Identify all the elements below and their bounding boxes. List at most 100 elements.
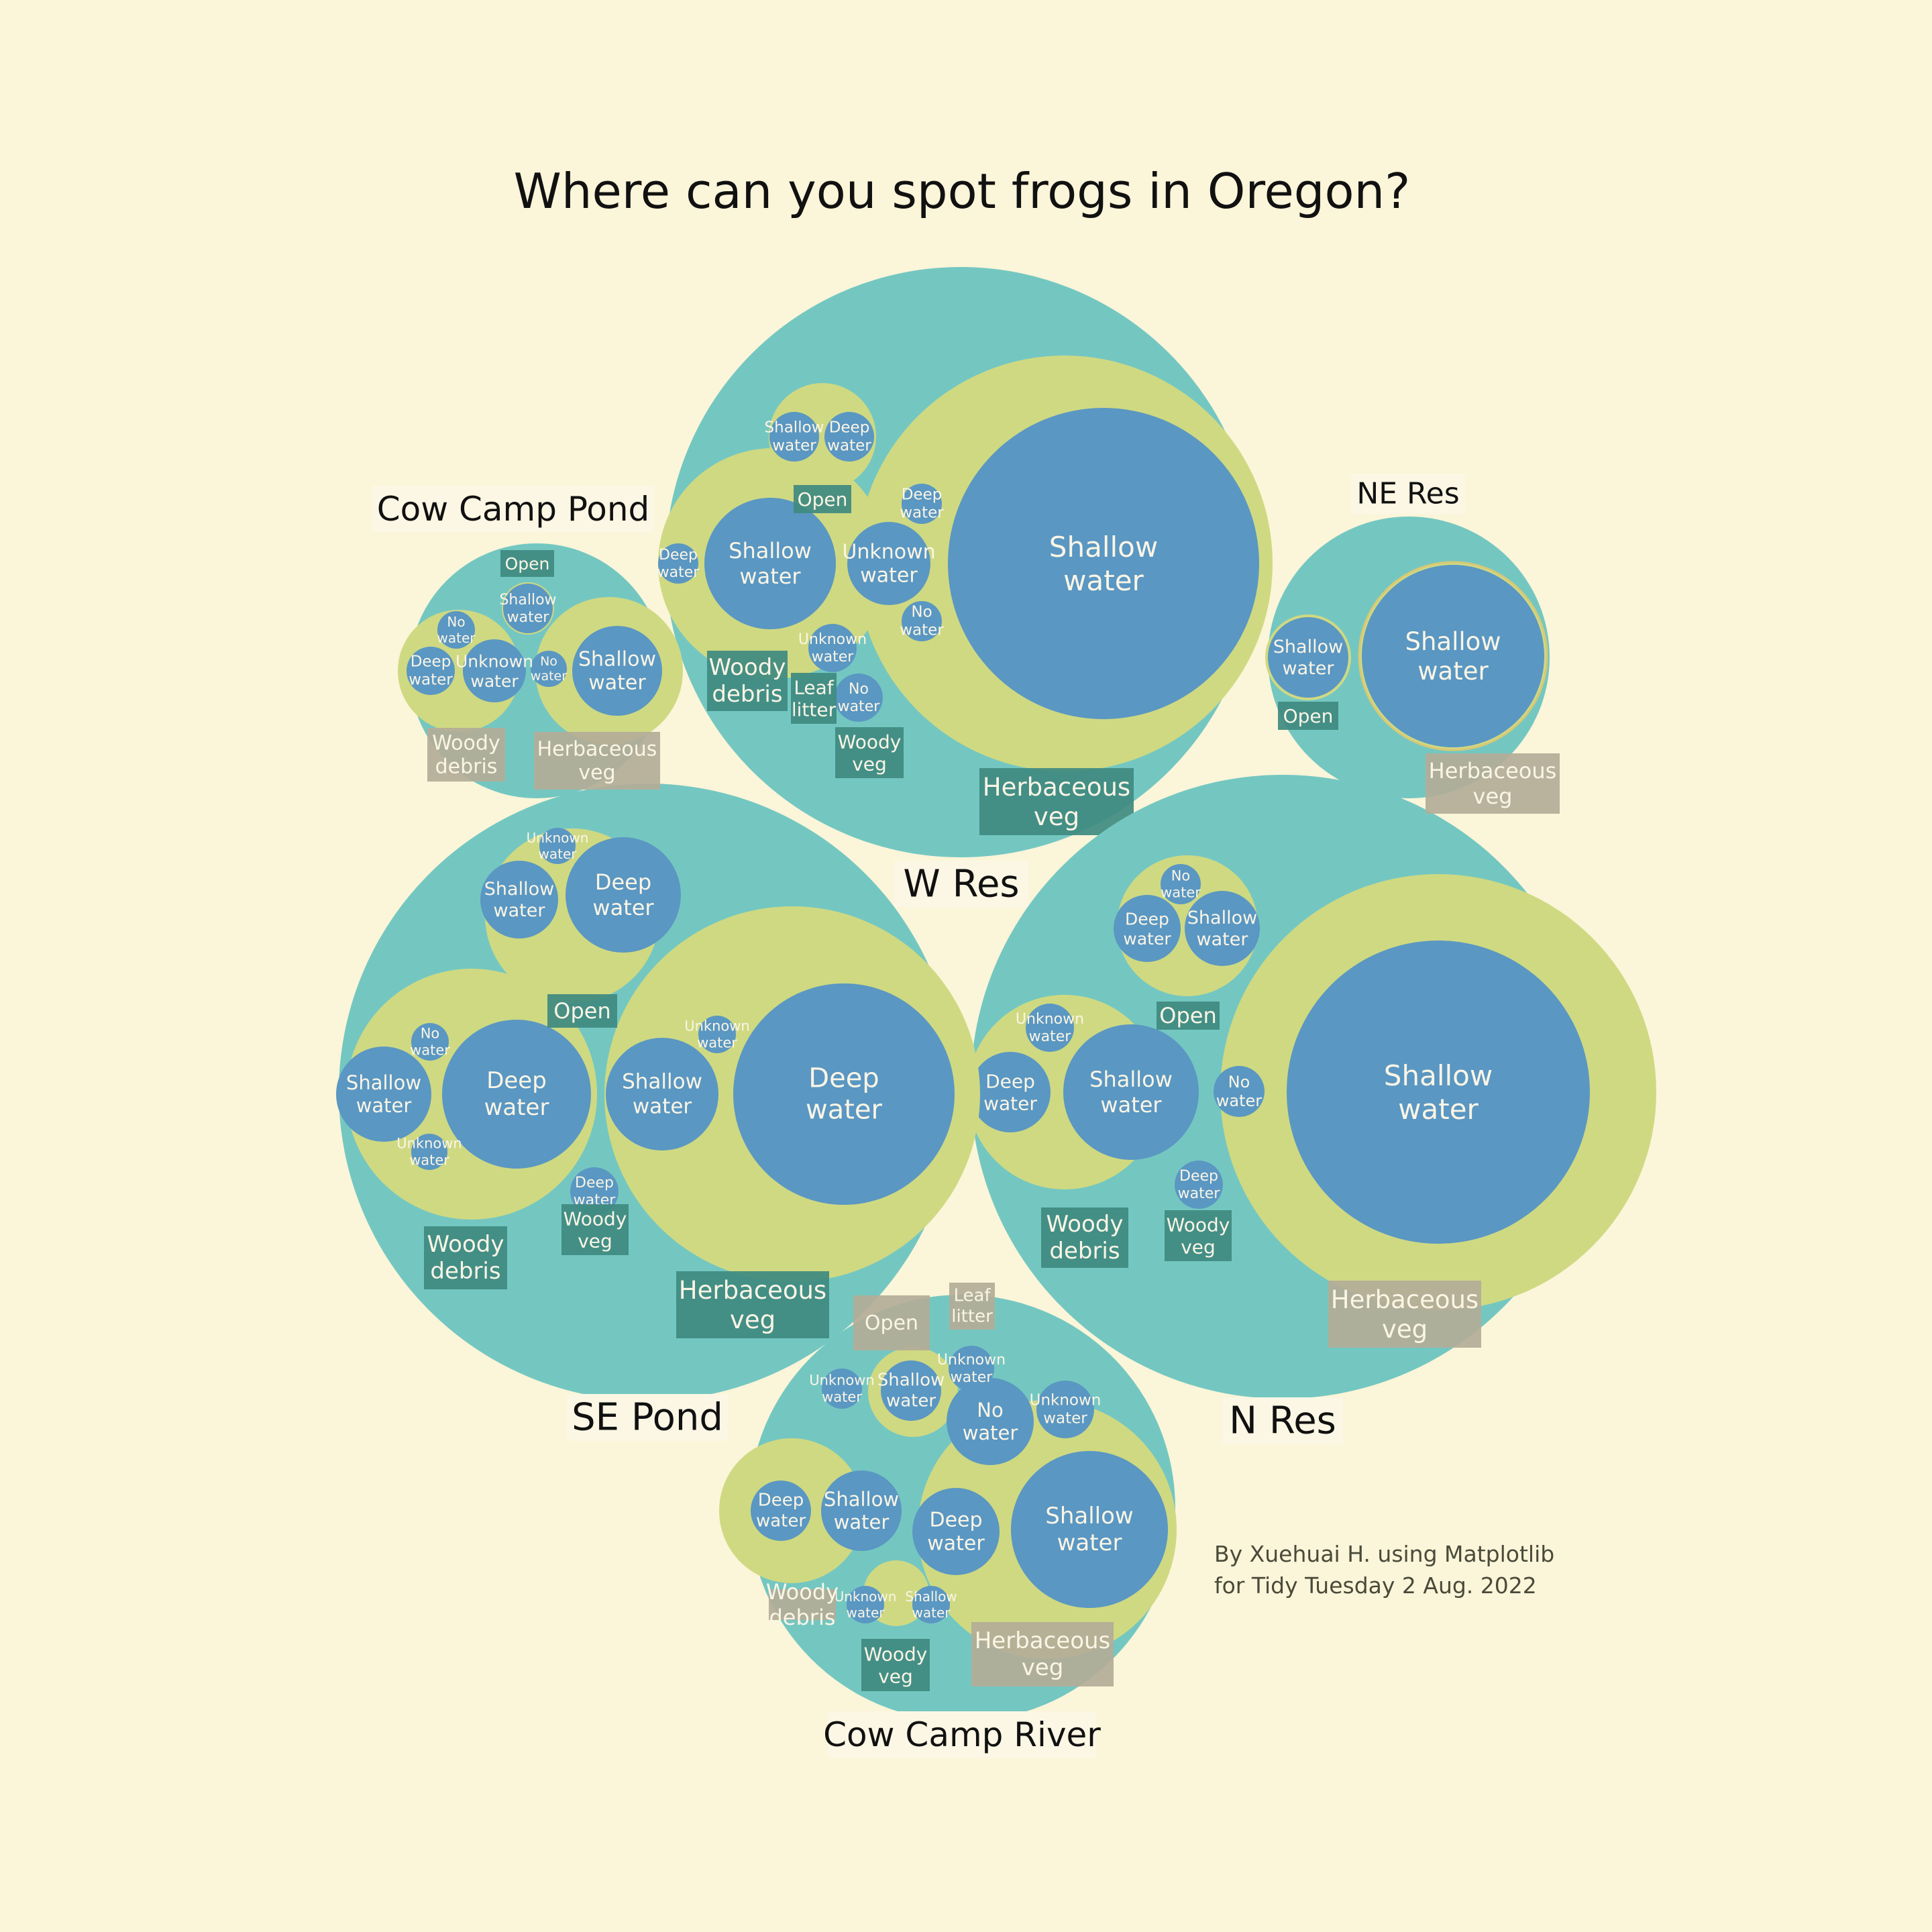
habitat-label-w-res-woody-debris: Woody debris	[709, 654, 786, 708]
habitat-label-cow-camp-river-leaf-litter-line-1: Leaf	[953, 1286, 991, 1306]
water-circle-se-pond-open-deep-water-label-line-2: water	[592, 895, 654, 920]
water-circle-ne-res-herbaceous-veg-shallow-water-label-line-2: water	[1417, 656, 1489, 685]
water-circle-se-pond-herbaceous-veg-unknown-water	[698, 1016, 736, 1053]
site-label-se-pond-bg	[567, 1394, 728, 1441]
water-circle-cow-camp-pond-woody-debris-no-water-label: No water	[437, 614, 476, 646]
habitat-label-cow-camp-pond-herbaceous-veg-bg	[534, 732, 660, 790]
habitat-label-n-res-woody-veg-line-2: veg	[1181, 1236, 1216, 1258]
water-circle-w-res-woody-veg-no-water	[835, 674, 883, 722]
water-circle-ne-res-open-shallow-water	[1268, 617, 1348, 698]
water-circle-n-res-woody-veg-deep-water	[1175, 1161, 1223, 1209]
water-circle-n-res-woody-debris-deep-water-label-line-1: Deep	[985, 1070, 1035, 1092]
water-circle-cow-camp-river-woody-debris-shallow-water	[881, 1360, 941, 1421]
habitat-label-cow-camp-river-woody-veg-line-1: Woody	[864, 1643, 928, 1665]
water-circle-cow-camp-pond-woody-debris-deep-water-label-line-1: Deep	[411, 653, 451, 670]
water-circle-se-pond-woody-debris-no-water-label: No water	[410, 1026, 450, 1059]
water-circle-n-res-open-shallow-water-label-line-2: water	[1197, 928, 1249, 949]
water-circle-n-res-herbaceous-veg-shallow-water	[1287, 941, 1590, 1244]
habitat-label-ne-res-open-bg	[1278, 702, 1338, 730]
water-circle-n-res-woody-debris-deep-water-label: Deep water	[983, 1070, 1037, 1114]
water-circle-w-res-leaf-litter-unknown-water-label: Unknown water	[798, 631, 867, 665]
water-circle-ne-res-open-shallow-water-label-line-1: Shallow	[1273, 637, 1343, 657]
water-circle-n-res-woody-debris-deep-water	[970, 1052, 1051, 1132]
water-circle-n-res-woody-debris-deep-water-label-line-2: water	[983, 1092, 1037, 1114]
water-circle-n-res-open-no-water-label: No water	[1161, 868, 1201, 901]
habitat-label-cow-camp-pond-open-line-1: Open	[505, 554, 550, 574]
water-circle-w-res-woody-veg-no-water-label-line-2: water	[838, 698, 881, 714]
water-circle-cow-camp-river-leaf-litter-unknown-water-label: Unknown water	[937, 1352, 1006, 1386]
habitat-label-cow-camp-pond-open-bg	[500, 550, 554, 577]
habitat-label-cow-camp-river-leaf-litter-line-2: litter	[951, 1306, 993, 1326]
habitat-label-cow-camp-pond-herbaceous-veg: Herbaceous veg	[537, 737, 657, 784]
water-circle-ne-res-herbaceous-veg-shallow-water-label: Shallow water	[1405, 627, 1501, 686]
water-circle-cow-camp-river-herbaceous-veg-unknown-water-label-line-2: water	[1043, 1410, 1087, 1428]
site-label-n-res: N Res	[1229, 1399, 1336, 1443]
water-circle-w-res-open-deep-water-label-line-2: water	[827, 437, 871, 455]
habitat-label-n-res-herbaceous-veg-line-2: veg	[1382, 1314, 1428, 1343]
habitat-label-w-res-herbaceous-veg-line-1: Herbaceous	[983, 773, 1130, 802]
habitat-label-n-res-herbaceous-veg-line-1: Herbaceous	[1331, 1285, 1479, 1314]
habitat-label-se-pond-herbaceous-veg: Herbaceous veg	[679, 1276, 826, 1334]
water-circle-n-res-woody-debris-shallow-water-label: Shallow water	[1089, 1067, 1173, 1118]
site-label-se-pond: SE Pond	[572, 1396, 723, 1440]
water-circle-cow-camp-river-open-deep-water-label: Deep water	[756, 1491, 806, 1532]
water-circle-cow-camp-pond-woody-debris-no-water	[437, 611, 475, 649]
water-circle-w-res-open-shallow-water	[769, 412, 819, 462]
water-circle-se-pond-woody-veg-deep-water-label-line-1: Deep	[575, 1175, 614, 1191]
habitat-label-w-res-herbaceous-veg-bg	[979, 768, 1134, 835]
water-circle-se-pond-woody-debris-no-water-label-line-1: No	[421, 1026, 440, 1042]
habitat-label-n-res-open-line-1: Open	[1159, 1003, 1216, 1028]
water-circle-n-res-open-deep-water	[1114, 895, 1181, 962]
water-circle-w-res-woody-debris-deep-water-label-line-2: water	[657, 564, 700, 580]
water-circle-ne-res-open-shallow-water-label-line-2: water	[1283, 657, 1335, 678]
habitat-label-se-pond-open-bg	[547, 994, 617, 1028]
water-circle-cow-camp-river-herbaceous-veg-unknown-water-label: Unknown water	[1030, 1391, 1102, 1427]
habitat-label-cow-camp-pond-woody-debris-line-2: debris	[435, 755, 498, 778]
water-circle-cow-camp-river-woody-debris-shallow-water-label: Shallow water	[877, 1371, 945, 1411]
water-circle-cow-camp-river-herbaceous-veg-no-water-label-line-2: water	[963, 1421, 1018, 1444]
water-circle-w-res-herbaceous-veg-no-water-label: No water	[900, 603, 944, 639]
water-circle-cow-camp-pond-herbaceous-veg-shallow-water-label-line-1: Shallow	[578, 647, 656, 671]
chart-title: Where can you spot frogs in Oregon?	[514, 163, 1411, 219]
water-circle-n-res-open-no-water	[1161, 864, 1201, 904]
water-circle-w-res-woody-debris-deep-water	[658, 543, 698, 584]
water-circle-w-res-herbaceous-veg-unknown-water-label-line-1: Unknown	[842, 540, 935, 564]
water-circle-se-pond-open-unknown-water-label-line-1: Unknown	[527, 830, 589, 846]
water-circle-n-res-open-no-water-label-line-1: No	[1171, 868, 1191, 884]
water-circle-se-pond-woody-veg-deep-water	[570, 1167, 619, 1216]
water-circle-cow-camp-river-open-shallow-water-label-line-2: water	[834, 1511, 890, 1534]
water-circle-cow-camp-pond-open-shallow-water-label: Shallow water	[499, 592, 556, 626]
water-circle-cow-camp-river-herbaceous-veg-deep-water	[912, 1488, 1000, 1575]
habitat-circle-w-res-open	[769, 383, 876, 490]
habitat-label-cow-camp-river-leaf-litter: Leaf litter	[951, 1286, 993, 1327]
water-circle-cow-camp-river-leaf-litter-unknown-water	[949, 1346, 994, 1391]
habitat-label-w-res-woody-veg-bg	[835, 727, 904, 778]
water-circle-cow-camp-river-open-deep-water-label-line-2: water	[756, 1511, 806, 1531]
water-circle-se-pond-woody-debris-shallow-water-label-line-1: Shallow	[346, 1071, 421, 1094]
water-circle-w-res-woody-veg-no-water-label-line-1: No	[849, 681, 869, 698]
habitat-label-w-res-open-line-1: Open	[798, 488, 848, 511]
water-circle-se-pond-open-deep-water	[566, 837, 681, 953]
water-circle-se-pond-woody-debris-unknown-water-label: Unknown water	[396, 1136, 462, 1169]
water-circle-w-res-leaf-litter-unknown-water	[808, 624, 857, 672]
water-circle-n-res-woody-debris-shallow-water	[1063, 1024, 1199, 1160]
credit-line-2: for Tidy Tuesday 2 Aug. 2022	[1214, 1572, 1537, 1599]
water-circle-w-res-herbaceous-veg-shallow-water-label-line-2: water	[1063, 564, 1144, 596]
habitat-label-ne-res-open: Open	[1283, 705, 1334, 727]
water-circle-cow-camp-river-herbaceous-veg-unknown-water	[1036, 1381, 1094, 1438]
habitat-label-n-res-open: Open	[1159, 1003, 1216, 1028]
water-circle-n-res-herbaceous-veg-shallow-water-label: Shallow water	[1384, 1059, 1493, 1126]
habitat-label-se-pond-herbaceous-veg-bg	[676, 1271, 829, 1338]
water-circle-cow-camp-river-herbaceous-veg-no-water-label-line-1: No	[977, 1399, 1003, 1421]
habitat-label-w-res-leaf-litter-line-2: litter	[792, 698, 837, 720]
site-label-ne-res-bg	[1351, 474, 1465, 514]
water-circle-se-pond-herbaceous-veg-deep-water-label-line-1: Deep	[808, 1063, 879, 1093]
water-circle-se-pond-open-unknown-water-label-line-2: water	[539, 846, 578, 862]
habitat-label-ne-res-herbaceous-veg-bg	[1426, 753, 1560, 814]
water-circle-w-res-open-deep-water-label-line-1: Deep	[829, 419, 870, 436]
water-circle-cow-camp-river-open-deep-water	[751, 1481, 811, 1541]
water-circle-cow-camp-river-woody-veg-shallow-water-label-line-2: water	[912, 1605, 951, 1621]
habitat-label-cow-camp-pond-herbaceous-veg-line-1: Herbaceous	[537, 737, 657, 761]
water-circle-w-res-herbaceous-veg-shallow-water-label: Shallow water	[1049, 531, 1158, 597]
